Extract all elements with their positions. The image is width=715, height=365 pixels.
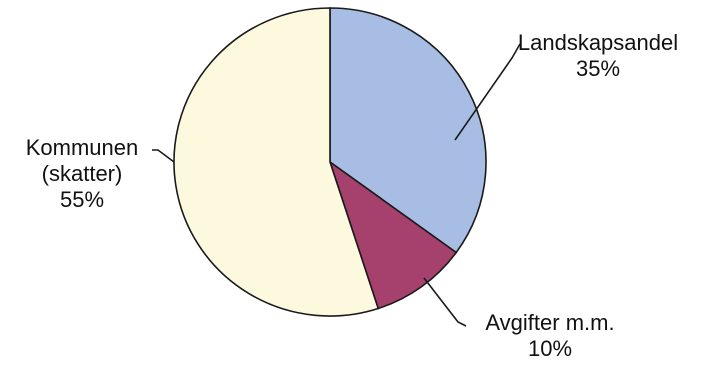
leader-line-3 (152, 149, 175, 163)
slice-label-1: Landskapsandel 35% (518, 30, 678, 81)
leader-line-2 (423, 277, 467, 327)
slice-label-3-line-2: (skatter) (42, 161, 123, 186)
pie-slice-3 (173, 7, 380, 317)
slice-label-3-line-1: Kommunen (26, 135, 139, 160)
slice-label-3-line-3: 55% (60, 187, 104, 212)
pie-slice-2 (328, 159, 458, 310)
slice-label-2: Avgifter m.m. 10% (485, 310, 614, 361)
labels-layer: Landskapsandel 35% Avgifter m.m. 10% Kommune… (26, 30, 678, 361)
pie-slice-1 (329, 7, 487, 254)
slice-label-1-line-2: 35% (576, 56, 620, 81)
slice-label-2-line-2: 10% (528, 336, 572, 361)
leader-lines-layer (152, 43, 521, 327)
leader-line-1 (454, 43, 521, 141)
slice-label-1-line-1: Landskapsandel (518, 30, 678, 55)
slice-label-2-line-1: Avgifter m.m. (485, 310, 614, 335)
slices-layer (173, 7, 487, 317)
slice-label-3: Kommunen (skatter) 55% (26, 135, 139, 212)
